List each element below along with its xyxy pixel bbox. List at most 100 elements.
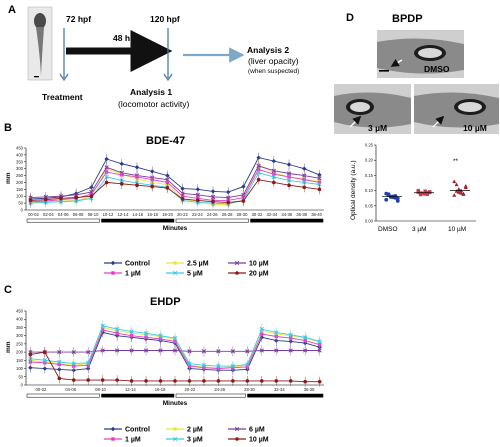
- data-point: [274, 330, 279, 335]
- legend-swatch-marker: [172, 270, 178, 276]
- x-tick-label: 16-18: [155, 387, 166, 392]
- data-point: [187, 361, 192, 366]
- od-point: [459, 191, 464, 195]
- od-point: [461, 192, 466, 196]
- legend-swatch-marker: [110, 426, 116, 432]
- phase-bar-4: [247, 393, 324, 398]
- legend-item-5-um: 5 µM: [166, 271, 203, 278]
- legend-swatch-marker: [235, 271, 239, 275]
- data-point: [71, 361, 76, 366]
- panel-d: D BPDP DMSO 3 µM 10 µM: [334, 12, 499, 233]
- data-point: [86, 360, 91, 365]
- data-point: [143, 348, 149, 353]
- legend-swatch-marker: [110, 260, 116, 266]
- legend-label: Control: [125, 427, 150, 434]
- y-tick-label: 50: [18, 374, 23, 379]
- data-point: [245, 379, 250, 383]
- y-tick-label: 100: [16, 194, 24, 199]
- series-line: [30, 172, 320, 205]
- data-point: [100, 323, 105, 328]
- data-point: [86, 378, 91, 382]
- od-point: [395, 199, 400, 203]
- legend-item-control: Control: [104, 427, 150, 434]
- od-y-tick-label: 0.10: [365, 188, 374, 193]
- x-tick-label: 02-04: [43, 212, 54, 217]
- hpf-end-label: 120 hpf: [150, 14, 180, 24]
- legend-swatch-marker: [173, 261, 177, 265]
- analysis2-subtitle: (liver opacity): [248, 56, 299, 66]
- x-tick-label: 18-20: [162, 212, 173, 217]
- analysis2-title: Analysis 2: [247, 45, 289, 55]
- data-point: [158, 348, 163, 353]
- hpf-start-label: 72 hpf: [66, 14, 91, 24]
- data-point: [149, 169, 155, 174]
- data-point: [256, 155, 261, 160]
- od-point: [423, 189, 427, 193]
- x-tick-label: 32-34: [274, 387, 285, 392]
- series-control: [28, 152, 322, 204]
- data-point: [201, 349, 207, 354]
- data-point: [201, 363, 207, 368]
- data-point: [28, 198, 33, 203]
- x-tick-label: 06-08: [73, 212, 84, 217]
- y-tick-label: 100: [16, 366, 24, 371]
- data-point: [287, 183, 291, 187]
- data-point: [210, 189, 216, 194]
- data-point: [226, 189, 231, 195]
- y-tick-label: 350: [16, 159, 24, 164]
- panel-c-title: EHDP: [150, 296, 181, 308]
- legend-label: Control: [125, 261, 150, 268]
- od-point: [456, 190, 461, 194]
- data-point: [302, 166, 307, 171]
- y-tick-label: 450: [16, 146, 24, 151]
- data-point: [271, 174, 276, 180]
- legend-item-6-um: 6 µM: [228, 427, 265, 434]
- x-tick-label: 22-24: [192, 212, 203, 217]
- y-tick-label: 0: [21, 208, 24, 213]
- larva-image-dmso: DMSO: [377, 30, 464, 78]
- data-point: [274, 348, 279, 353]
- x-tick-label: 16-18: [147, 212, 158, 217]
- y-tick-label: 450: [16, 309, 24, 314]
- y-axis-label: mm: [5, 341, 12, 353]
- data-point: [303, 348, 308, 353]
- data-point: [211, 199, 215, 204]
- od-significance: **: [453, 158, 459, 165]
- od-y-ticks: 0.00 0.05 0.10 0.15 0.20 0.25: [365, 143, 376, 224]
- legend-swatch-marker: [173, 427, 177, 431]
- y-tick-label: 150: [16, 358, 24, 363]
- ehdp-legend: Control 2 µM 6 µM 1 µM 3 µM 10 µM: [104, 427, 269, 444]
- od-y-tick-label: 0.20: [365, 158, 374, 163]
- data-point: [173, 379, 177, 383]
- od-y-tick-label: 0.00: [365, 219, 374, 224]
- od-y-tick-label: 0.25: [365, 143, 374, 148]
- x-tick-label: 38-40: [311, 212, 322, 217]
- data-point: [172, 335, 178, 341]
- data-point: [272, 180, 276, 185]
- legend-item-2-um: 2 µM: [166, 427, 203, 434]
- data-point: [245, 362, 250, 367]
- od-y-tick-label: 0.15: [365, 173, 374, 178]
- data-point: [129, 379, 134, 383]
- legend-swatch-marker: [234, 260, 240, 266]
- y-tick-label: 400: [16, 317, 24, 322]
- legend-label: 1 µM: [125, 271, 141, 278]
- data-point: [187, 349, 192, 354]
- data-point: [226, 200, 231, 205]
- panel-d-letter: D: [346, 12, 354, 24]
- x-tick-label: 04-06: [65, 387, 76, 392]
- data-point: [120, 173, 124, 177]
- x-tick-label: 10-12: [103, 212, 114, 217]
- x-tick-label: 12-14: [125, 387, 136, 392]
- legend-item-control: Control: [104, 261, 150, 268]
- x-tick-label: 12-14: [117, 212, 128, 217]
- od-point: [454, 182, 459, 187]
- data-point: [187, 379, 192, 383]
- x-tick-label: 30-32: [252, 212, 263, 217]
- data-point: [259, 348, 264, 353]
- data-point: [100, 378, 105, 382]
- data-point: [158, 333, 163, 338]
- data-point: [104, 174, 109, 180]
- larva-image-10um: 10 µM: [414, 84, 499, 134]
